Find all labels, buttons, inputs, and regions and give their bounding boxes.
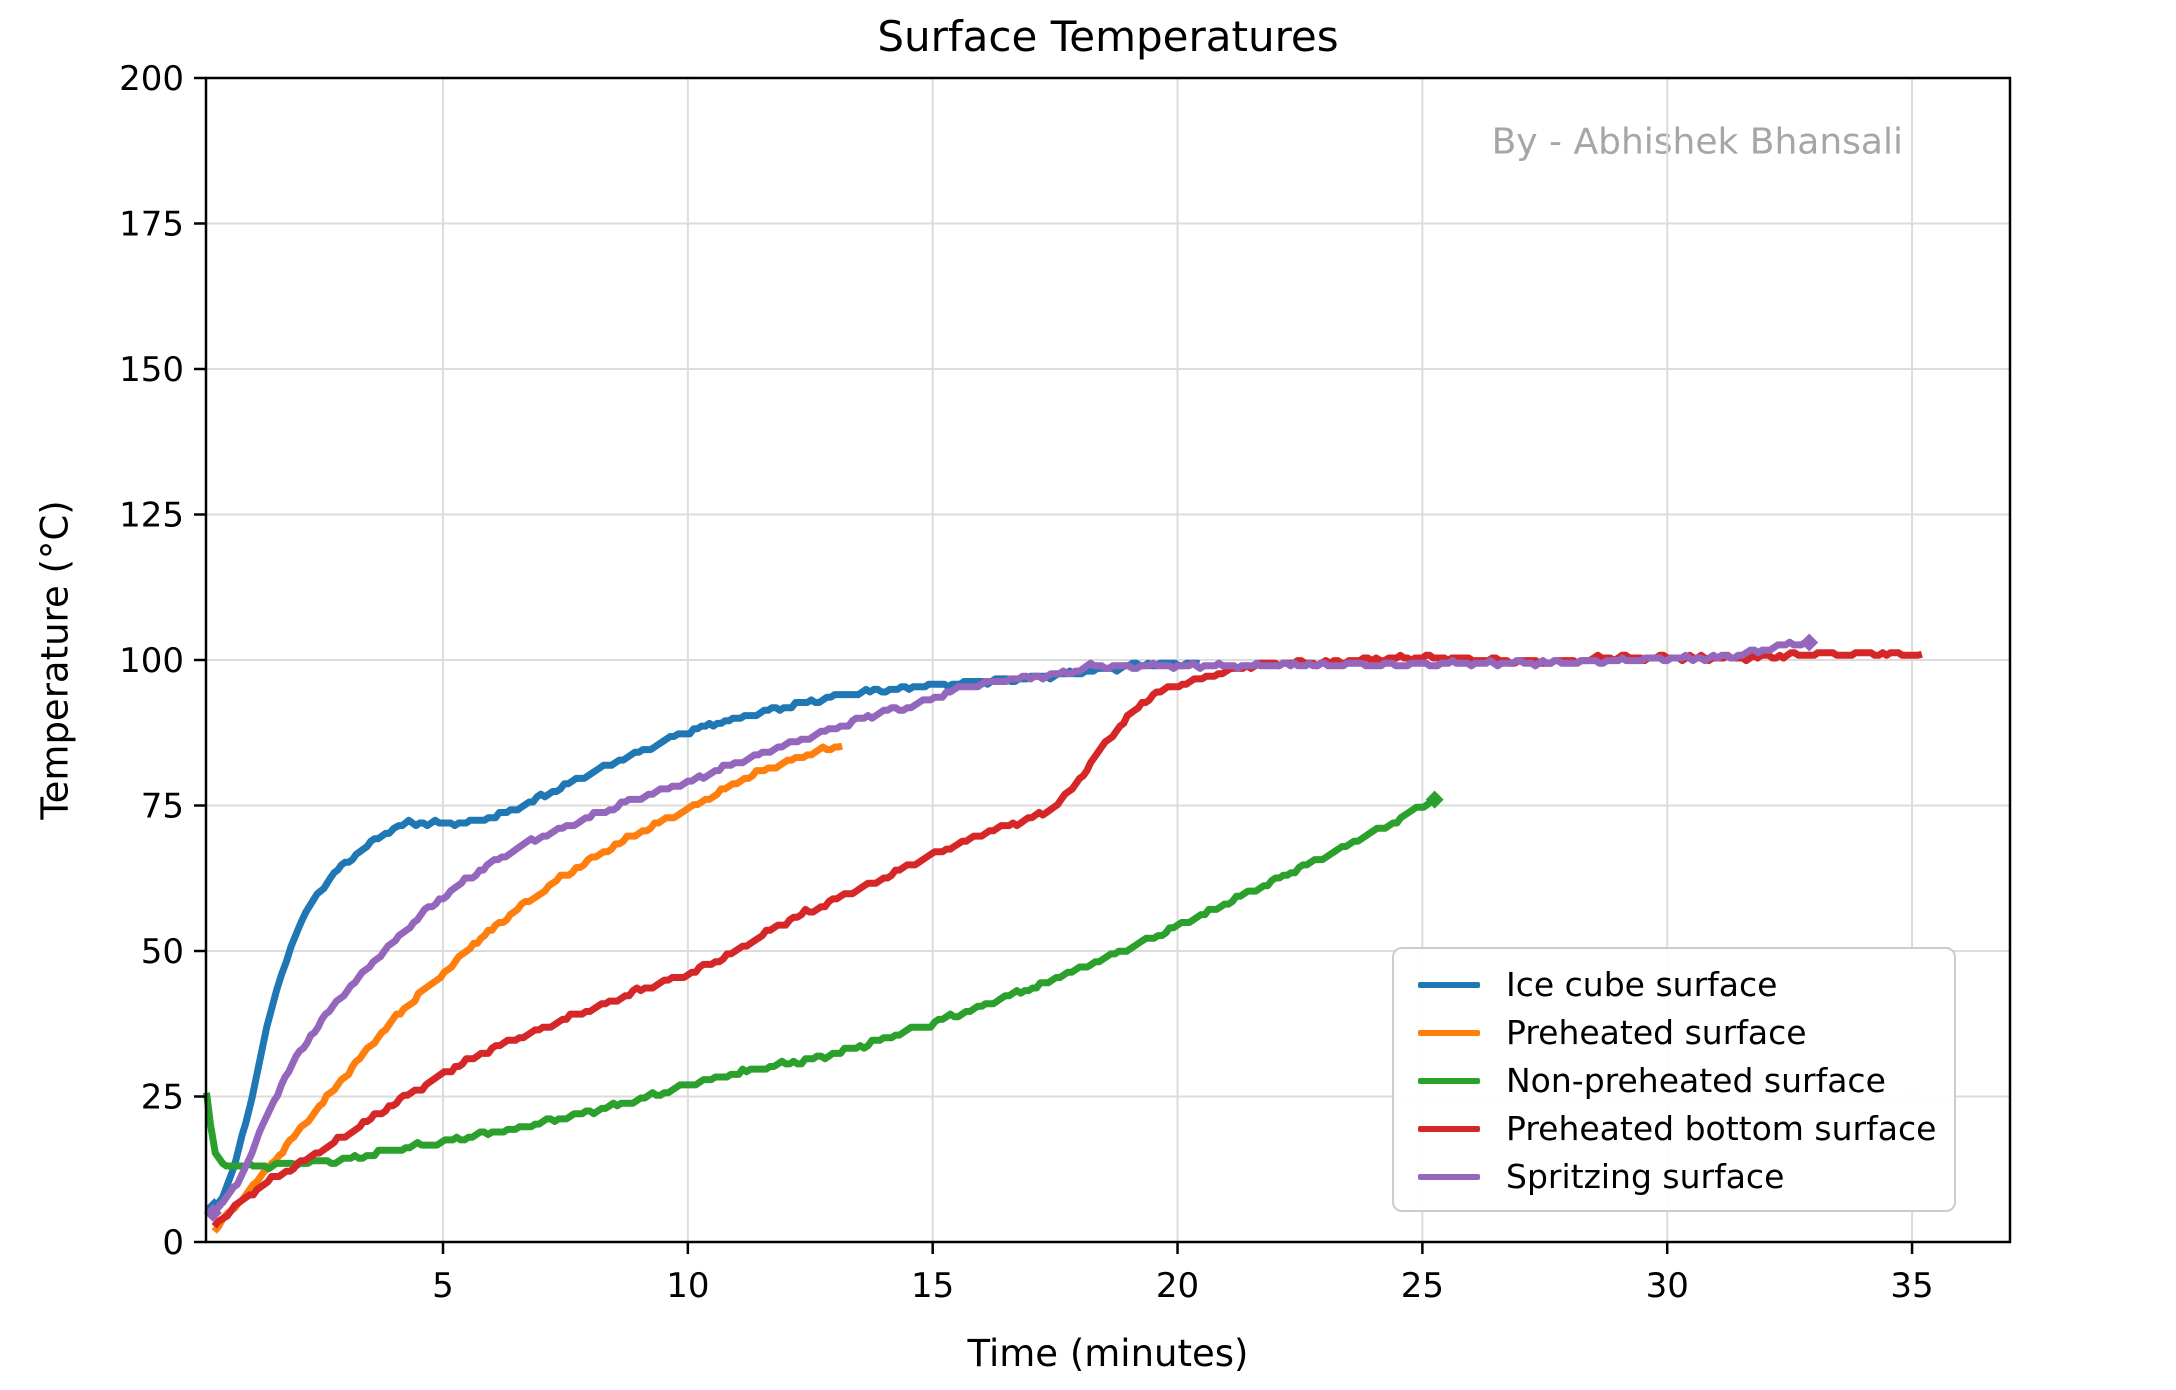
legend-item: Preheated surface [1418, 1013, 1934, 1052]
legend-item-label: Ice cube surface [1506, 965, 1778, 1004]
legend-item: Non-preheated surface [1418, 1061, 1934, 1100]
legend: Ice cube surface Preheated surface Non-p… [1392, 947, 1956, 1212]
legend-item-label: Spritzing surface [1506, 1157, 1785, 1196]
x-tick-label: 30 [1646, 1266, 1689, 1306]
legend-item: Spritzing surface [1418, 1157, 1934, 1196]
y-axis-label: Temperature (°C) [33, 500, 77, 820]
legend-item: Ice cube surface [1418, 965, 1934, 1004]
y-tick-label: 100 [119, 641, 184, 681]
y-tick-label: 50 [141, 932, 184, 972]
y-tick-label: 175 [119, 205, 184, 245]
series-line-spritzing-surface [209, 638, 1810, 1218]
x-tick-label: 20 [1156, 1266, 1199, 1306]
legend-item-label: Preheated bottom surface [1506, 1109, 1937, 1148]
x-tick-label: 35 [1890, 1266, 1933, 1306]
series-marker [1425, 790, 1444, 809]
series-line-non-preheated-surface [203, 796, 1437, 1173]
x-tick-label: 5 [432, 1266, 454, 1306]
y-tick-label: 75 [141, 787, 184, 827]
y-tick-label: 125 [119, 496, 184, 536]
legend-line-swatch [1418, 1077, 1480, 1084]
y-tick-label: 0 [162, 1223, 184, 1263]
chart-title: Surface Temperatures [877, 12, 1339, 61]
series-marker [1800, 633, 1819, 652]
x-axis-label: Time (minutes) [967, 1332, 1249, 1375]
y-tick-label: 150 [119, 350, 184, 390]
series-line-preheated-surface [211, 742, 843, 1234]
x-tick-label: 15 [911, 1266, 954, 1306]
legend-line-swatch [1418, 981, 1480, 988]
legend-line-swatch [1418, 1125, 1480, 1132]
legend-line-swatch [1418, 1173, 1480, 1180]
x-tick-label: 25 [1401, 1266, 1444, 1306]
series-marker [203, 1203, 222, 1222]
legend-item: Preheated bottom surface [1418, 1109, 1937, 1148]
watermark-text: By - Abhishek Bhansali [1491, 121, 1903, 163]
y-tick-label: 200 [119, 59, 184, 99]
legend-item-label: Non-preheated surface [1506, 1061, 1886, 1100]
x-tick-label: 10 [666, 1266, 709, 1306]
legend-item-label: Preheated surface [1506, 1013, 1807, 1052]
legend-line-swatch [1418, 1029, 1480, 1036]
y-tick-label: 25 [141, 1078, 184, 1118]
